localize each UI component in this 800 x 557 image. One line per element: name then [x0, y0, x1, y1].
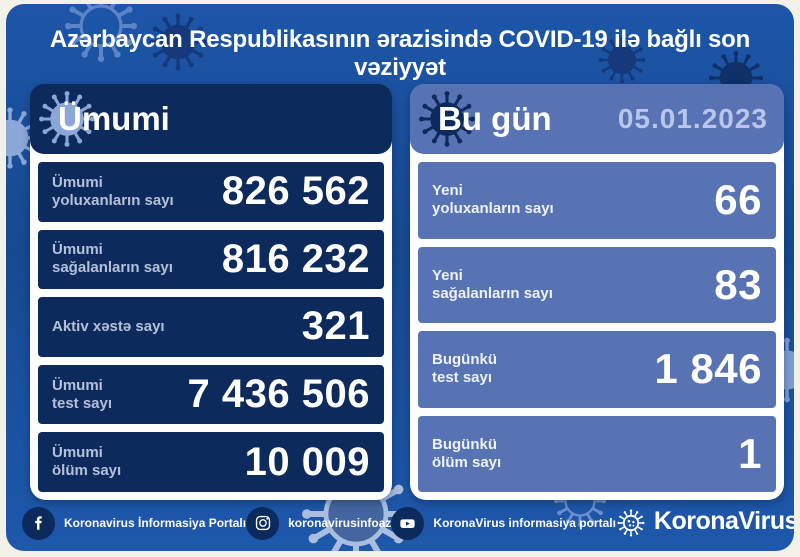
stat-label: Yeni yoluxanların sayı [432, 182, 554, 218]
facebook-link[interactable]: Koronavirus İnformasiya Portalı [22, 506, 247, 540]
stat-value: 66 [714, 176, 762, 224]
instagram-label: koronavirusinfoaz [288, 516, 392, 530]
table-row: Bugünkü ölüm sayı 1 [418, 415, 776, 492]
table-row: Ümumi yoluxanların sayı 826 562 [38, 162, 384, 222]
today-header-label: Bu gün [438, 100, 552, 137]
youtube-label: KoronaVirus informasiya portalı [433, 516, 616, 530]
instagram-link[interactable]: koronavirusinfoaz [246, 506, 392, 540]
stat-label: Ümumi ölüm sayı [52, 444, 122, 480]
youtube-link[interactable]: KoronaVirus informasiya portalı [391, 506, 616, 540]
table-row: Yeni yoluxanların sayı 66 [418, 162, 776, 239]
footer: Koronavirus İnformasiya Portalı koronavi… [22, 501, 794, 545]
infographic-card: Azərbaycan Respublikasının ərazisində CO… [6, 4, 794, 551]
stat-label: Ümumi yoluxanların sayı [52, 173, 174, 209]
stat-label: Ümumi test sayı [52, 376, 113, 412]
stat-label: Aktiv xəstə sayı [52, 317, 165, 335]
date-label: 05.01.2023 [617, 103, 768, 134]
table-row: Bugünkü test sayı 1 846 [418, 331, 776, 408]
today-panel: Bu gün 05.01.2023 Yeni yoluxanların sayı… [410, 84, 784, 500]
stat-label: Ümumi sağalanların sayı [52, 241, 173, 277]
table-row: Ümumi ölüm sayı 10 009 [38, 432, 384, 492]
table-row: Ümumi sağalanların sayı 816 232 [38, 229, 384, 290]
page-title: Azərbaycan Respublikasının ərazisində CO… [49, 26, 751, 81]
stat-value: 1 846 [654, 345, 762, 393]
totals-header: Ümumi [30, 84, 392, 154]
stat-value: 83 [714, 260, 762, 308]
stat-value: 816 232 [221, 236, 370, 281]
table-row: Yeni sağalanların sayı 83 [418, 246, 776, 323]
koronavirus-logo: KoronaVirus info [616, 507, 794, 538]
facebook-icon [22, 506, 55, 540]
stat-value: 826 562 [221, 169, 370, 214]
stat-value: 321 [301, 304, 370, 349]
facebook-label: Koronavirus İnformasiya Portalı [64, 516, 247, 530]
totals-header-label: Ümumi [58, 100, 170, 137]
stat-label: Yeni sağalanların sayı [432, 266, 553, 302]
stat-value: 10 009 [244, 439, 370, 484]
logo-text: KoronaVirus [653, 507, 794, 535]
youtube-icon [391, 506, 425, 540]
totals-rows: Ümumi yoluxanların sayı 826 562 Ümumi sa… [30, 154, 392, 500]
virus-logo-icon [616, 508, 646, 538]
instagram-icon [246, 506, 280, 540]
stat-label: Bugünkü test sayı [432, 351, 497, 387]
table-row: Ümumi test sayı 7 436 506 [38, 364, 384, 425]
today-rows: Yeni yoluxanların sayı 66 Yeni sağalanla… [410, 154, 784, 500]
stat-value: 1 [738, 429, 762, 477]
stat-label: Bugünkü ölüm sayı [432, 435, 502, 471]
table-row: Aktiv xəstə sayı 321 [38, 297, 384, 357]
totals-panel: Ümumi Ümumi yoluxanların sayı 826 562 Üm… [30, 84, 392, 500]
stat-value: 7 436 506 [187, 372, 370, 417]
today-header: Bu gün 05.01.2023 [410, 84, 784, 154]
